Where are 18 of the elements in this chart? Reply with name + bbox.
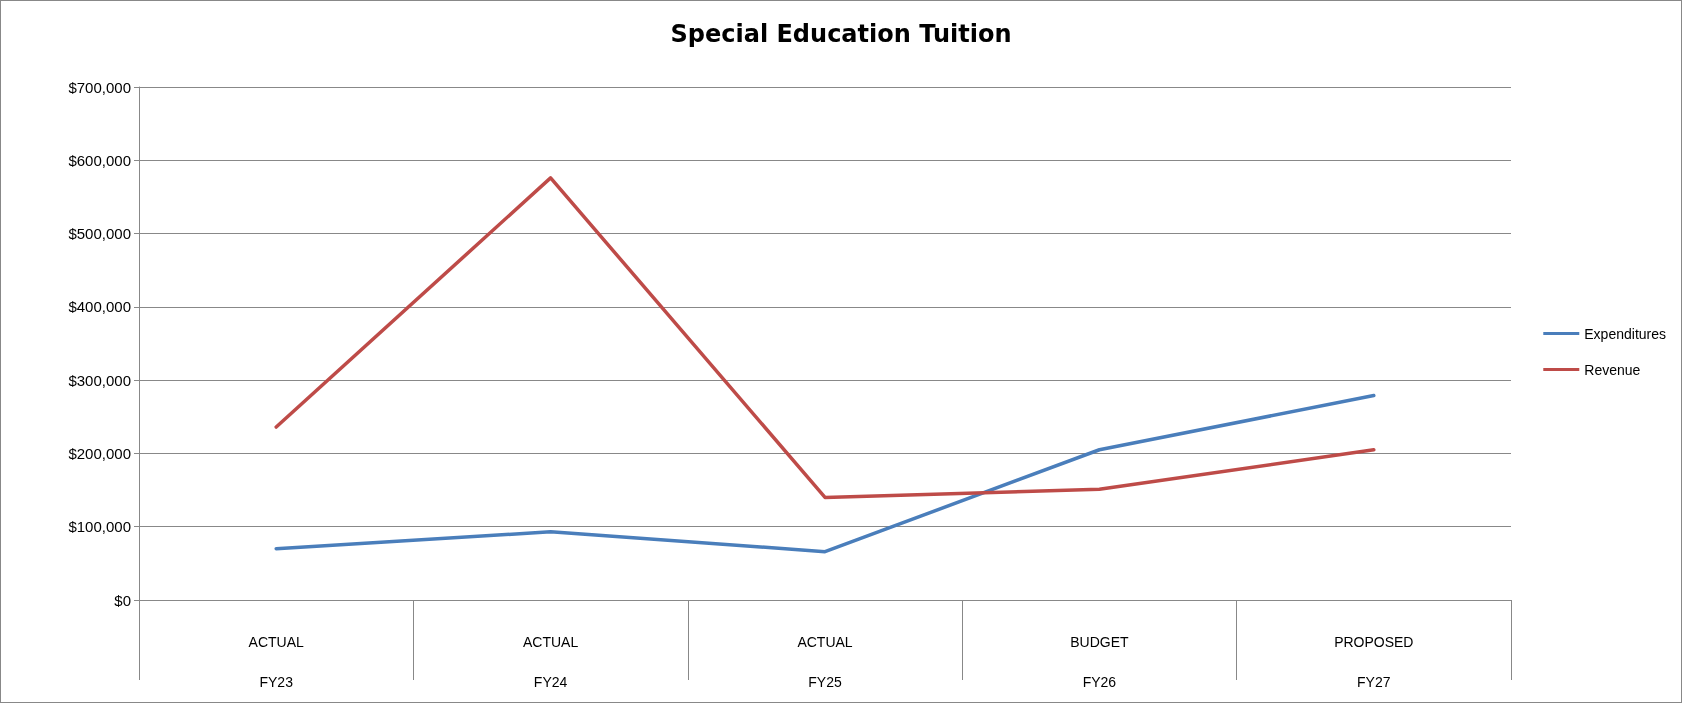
- legend-label: Expenditures: [1584, 325, 1666, 342]
- category-label: ACTUAL FY25: [797, 634, 853, 690]
- legend-label: Revenue: [1584, 361, 1641, 378]
- y-tick-label: $500,000: [68, 225, 131, 243]
- y-tick-label: $100,000: [68, 518, 131, 536]
- line-series: [274, 176, 1376, 500]
- y-tick-label: $600,000: [68, 151, 131, 169]
- category-label: PROPOSED FY27: [1334, 634, 1414, 690]
- y-tick-label: $200,000: [68, 444, 131, 462]
- y-tick-label: $300,000: [68, 371, 131, 389]
- category-label: BUDGET FY26: [1070, 634, 1129, 690]
- y-tick-label: $0: [114, 591, 131, 609]
- y-tick-label: $700,000: [68, 78, 131, 96]
- category-label: ACTUAL FY24: [522, 634, 579, 690]
- y-tick-label: $400,000: [68, 298, 131, 316]
- category-label: ACTUAL FY23: [248, 634, 304, 690]
- line-series: [274, 393, 1376, 554]
- chart-title: Special Education Tuition: [670, 20, 1012, 48]
